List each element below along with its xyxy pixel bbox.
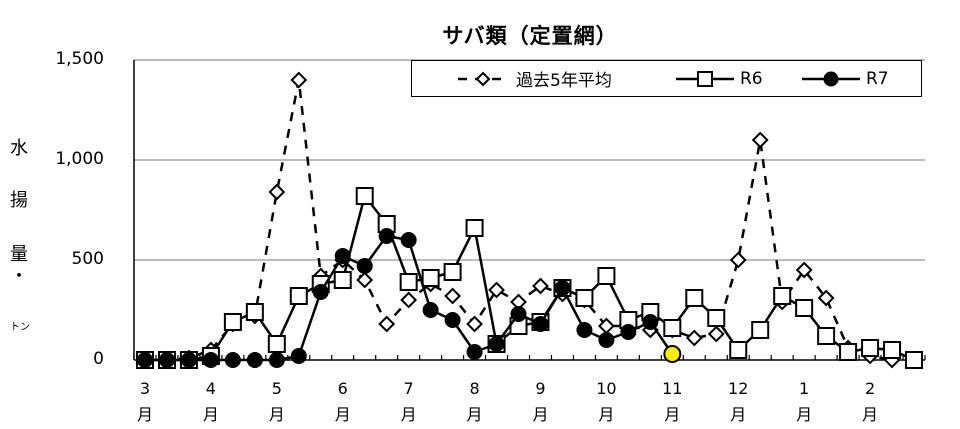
- data-point-square: [223, 313, 242, 331]
- data-point-square: [685, 289, 704, 307]
- data-point-circle: [312, 284, 329, 300]
- y-title-char: 水: [10, 138, 28, 159]
- data-point-square: [905, 351, 924, 369]
- line-square-icon: [676, 70, 734, 87]
- data-point-square: [245, 303, 264, 321]
- data-point-diamond: [444, 287, 462, 305]
- data-point-circle: [400, 232, 417, 248]
- data-point-circle: [180, 352, 197, 368]
- data-point-circle: [510, 306, 527, 322]
- chart-title: サバ類（定置網）: [442, 24, 618, 48]
- data-point-diamond: [290, 71, 308, 89]
- data-point-diamond: [400, 291, 418, 309]
- data-point-circle: [334, 248, 351, 264]
- data-point-square: [817, 327, 836, 345]
- data-point-circle: [356, 258, 373, 274]
- y-tick-0: 0: [93, 349, 104, 369]
- data-point-circle: [290, 348, 307, 364]
- data-point-diamond: [356, 271, 374, 289]
- data-point-square: [597, 267, 616, 285]
- legend-label: R7: [866, 68, 889, 89]
- legend-item-r6: R6: [676, 61, 763, 96]
- data-point-circle: [158, 352, 175, 368]
- legend-item-5yr-avg: 過去5年平均: [456, 61, 612, 96]
- data-point-diamond: [751, 131, 769, 149]
- legend-item-r7: R7: [802, 61, 889, 96]
- data-point-square: [883, 341, 902, 359]
- series-layer: [135, 71, 924, 369]
- data-point-square: [861, 339, 880, 357]
- data-point-circle: [202, 352, 219, 368]
- data-point-circle: [532, 316, 549, 332]
- data-point-diamond: [795, 261, 813, 279]
- data-point-circle: [136, 352, 153, 368]
- data-point-circle: [224, 352, 241, 368]
- data-point-circle: [246, 352, 263, 368]
- y-title-char: ・: [10, 266, 28, 287]
- data-point-square: [729, 341, 748, 359]
- data-point-diamond: [488, 281, 505, 299]
- data-point-square: [751, 321, 770, 339]
- legend-label: 過去5年平均: [516, 71, 612, 91]
- data-point-circle: [620, 324, 637, 340]
- data-point-square: [795, 299, 814, 317]
- data-point-circle: [598, 332, 615, 348]
- data-point-circle: [466, 344, 483, 360]
- legend-label: R6: [740, 68, 763, 89]
- data-point-circle: [642, 314, 659, 330]
- data-point-circle: [554, 280, 571, 296]
- data-point-square: [421, 269, 440, 287]
- data-point-square: [707, 309, 726, 327]
- data-point-square: [355, 187, 374, 205]
- x-tick-month: 11 月: [662, 379, 683, 424]
- data-point-square: [289, 287, 308, 305]
- data-point-circle: [422, 302, 439, 318]
- data-point-circle: [488, 336, 505, 352]
- data-point-diamond: [817, 289, 835, 307]
- data-point-square: [839, 343, 858, 361]
- data-point-square: [333, 271, 352, 289]
- data-point-diamond: [532, 277, 549, 295]
- y-title-char: 揚: [10, 190, 28, 211]
- series-R7: [136, 228, 682, 368]
- data-point-square: [575, 289, 594, 307]
- x-tick-month: 12 月: [728, 379, 749, 424]
- data-point-square: [773, 287, 792, 305]
- line-circle-icon: [802, 71, 860, 86]
- data-point-circle: [268, 352, 285, 368]
- legend: 過去5年平均 R6 R7: [411, 60, 922, 97]
- x-tick-month: 10 月: [596, 379, 617, 424]
- data-point-square: [465, 219, 484, 237]
- data-point-diamond: [707, 325, 725, 343]
- data-point-square: [663, 319, 682, 337]
- dashed-diamond-icon: [458, 71, 508, 86]
- data-point-diamond: [378, 315, 396, 333]
- y-title-char: 量: [10, 244, 28, 265]
- latest-data-point: [663, 345, 682, 363]
- data-point-circle: [378, 228, 395, 244]
- data-point-diamond: [685, 329, 703, 347]
- data-point-square: [443, 263, 462, 281]
- data-point-diamond: [729, 251, 747, 269]
- data-point-circle: [576, 322, 593, 338]
- y-title-char: トン: [10, 322, 30, 333]
- data-point-square: [267, 335, 286, 353]
- y-tick-1000: 1,000: [55, 149, 104, 169]
- y-tick-1500: 1,500: [55, 49, 104, 69]
- y-tick-500: 500: [71, 249, 104, 269]
- data-point-diamond: [466, 315, 483, 333]
- data-point-diamond: [268, 183, 286, 201]
- data-point-circle: [444, 312, 461, 328]
- data-point-square: [399, 273, 418, 291]
